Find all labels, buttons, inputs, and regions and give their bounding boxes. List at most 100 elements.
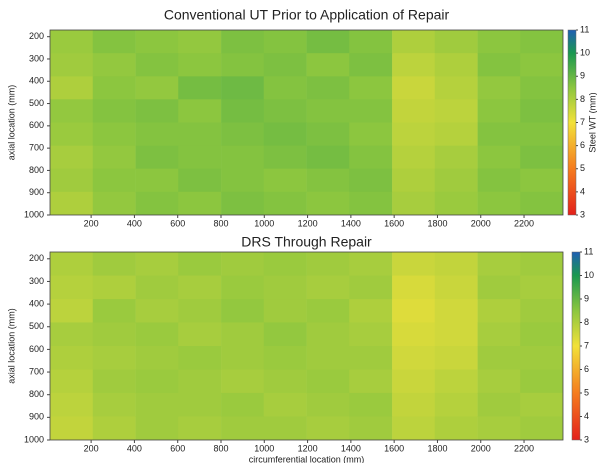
heatmap-cell bbox=[392, 322, 436, 347]
y-tick-label: 400 bbox=[29, 298, 44, 308]
colorbar-tick-label: 9 bbox=[584, 293, 589, 303]
x-axis-label: circumferential location (mm) bbox=[249, 454, 365, 463]
heatmap-cell bbox=[221, 168, 265, 193]
heatmap-cell bbox=[349, 299, 393, 324]
y-tick-label: 500 bbox=[29, 321, 44, 331]
heatmap-cell bbox=[520, 392, 563, 417]
y-tick-label: 900 bbox=[29, 412, 44, 422]
heatmap-cell bbox=[221, 346, 265, 371]
x-tick-label: 800 bbox=[213, 218, 228, 228]
heatmap-cell bbox=[392, 53, 436, 77]
heatmap-cell bbox=[392, 191, 436, 215]
colorbar-tick-label: 7 bbox=[584, 340, 589, 350]
heatmap-cell bbox=[178, 275, 222, 300]
heatmap-cell bbox=[306, 168, 350, 193]
heatmap-cell bbox=[178, 168, 222, 193]
heatmap-cell bbox=[178, 76, 222, 101]
y-tick-label: 800 bbox=[29, 389, 44, 399]
heatmap-cell bbox=[178, 416, 222, 440]
heatmap-cell bbox=[477, 275, 521, 300]
heatmap-cell bbox=[263, 322, 307, 347]
heatmap bbox=[50, 252, 563, 440]
x-tick-label: 600 bbox=[170, 218, 185, 228]
heatmap-cell bbox=[92, 369, 136, 394]
heatmap-cell bbox=[306, 145, 350, 170]
heatmap-cell bbox=[477, 76, 521, 101]
heatmap-cell bbox=[520, 346, 563, 371]
heatmap-cell bbox=[306, 346, 350, 371]
heatmap-cell bbox=[349, 252, 393, 277]
x-tick-label: 2000 bbox=[471, 443, 491, 453]
heatmap-cell bbox=[434, 392, 478, 417]
x-tick-label: 1000 bbox=[254, 218, 274, 228]
heatmap-cell bbox=[349, 369, 393, 394]
heatmap-cell bbox=[50, 145, 94, 170]
heatmap-cell bbox=[477, 145, 521, 170]
heatmap-cell bbox=[306, 122, 350, 147]
heatmap-cell bbox=[392, 416, 436, 440]
y-tick-label: 300 bbox=[29, 276, 44, 286]
heatmap-cell bbox=[263, 30, 307, 54]
heatmap-cell bbox=[178, 99, 222, 123]
heatmap-cell bbox=[178, 392, 222, 417]
heatmap-cell bbox=[92, 275, 136, 300]
heatmap-cell bbox=[221, 416, 265, 440]
heatmap-cell bbox=[306, 76, 350, 101]
heatmap-cell bbox=[392, 252, 436, 277]
heatmap-cell bbox=[306, 252, 350, 277]
heatmap-cell bbox=[434, 122, 478, 147]
heatmap-cell bbox=[263, 252, 307, 277]
heatmap-cell bbox=[349, 168, 393, 193]
heatmap-cell bbox=[50, 322, 94, 347]
heatmap-cell bbox=[349, 416, 393, 440]
heatmap-cell bbox=[135, 346, 179, 371]
heatmap-cell bbox=[178, 145, 222, 170]
y-tick-label: 800 bbox=[29, 165, 44, 175]
heatmap-cell bbox=[306, 322, 350, 347]
heatmap-cell bbox=[50, 346, 94, 371]
heatmap-cell bbox=[349, 53, 393, 77]
heatmap-cell bbox=[178, 191, 222, 215]
heatmap-cell bbox=[434, 30, 478, 54]
heatmap-cell bbox=[50, 53, 94, 77]
heatmap-cell bbox=[306, 369, 350, 394]
heatmap-cell bbox=[263, 369, 307, 394]
heatmap-cell bbox=[135, 392, 179, 417]
heatmap-cell bbox=[477, 369, 521, 394]
heatmap-cell bbox=[434, 275, 478, 300]
heatmap-cell bbox=[221, 369, 265, 394]
heatmap-cell bbox=[92, 145, 136, 170]
heatmap-cell bbox=[306, 191, 350, 215]
heatmap-cell bbox=[263, 416, 307, 440]
heatmap-cell bbox=[135, 30, 179, 54]
heatmap-cell bbox=[178, 252, 222, 277]
heatmap-cell bbox=[50, 369, 94, 394]
x-tick-label: 400 bbox=[127, 218, 142, 228]
heatmap-cell bbox=[306, 99, 350, 123]
heatmap-cell bbox=[520, 145, 563, 170]
heatmap-cell bbox=[520, 369, 563, 394]
heatmap-cell bbox=[263, 122, 307, 147]
heatmap-cell bbox=[392, 299, 436, 324]
heatmap-cell bbox=[263, 275, 307, 300]
y-tick-label: 200 bbox=[29, 31, 44, 41]
x-tick-label: 1800 bbox=[427, 218, 447, 228]
heatmap-cell bbox=[221, 392, 265, 417]
heatmap-cell bbox=[349, 122, 393, 147]
x-tick-label: 400 bbox=[127, 443, 142, 453]
heatmap-cell bbox=[92, 122, 136, 147]
heatmap-cell bbox=[92, 191, 136, 215]
heatmap-cell bbox=[477, 392, 521, 417]
plot-frame bbox=[49, 251, 564, 441]
heatmap-cell bbox=[50, 252, 94, 277]
heatmap-cell bbox=[135, 122, 179, 147]
heatmap-cell bbox=[477, 299, 521, 324]
heatmap-cell bbox=[392, 99, 436, 123]
heatmap-cell bbox=[92, 53, 136, 77]
x-tick-label: 800 bbox=[213, 443, 228, 453]
heatmap-cell bbox=[392, 122, 436, 147]
heatmap-cell bbox=[434, 369, 478, 394]
heatmap-cell bbox=[434, 53, 478, 77]
y-tick-label: 600 bbox=[29, 120, 44, 130]
